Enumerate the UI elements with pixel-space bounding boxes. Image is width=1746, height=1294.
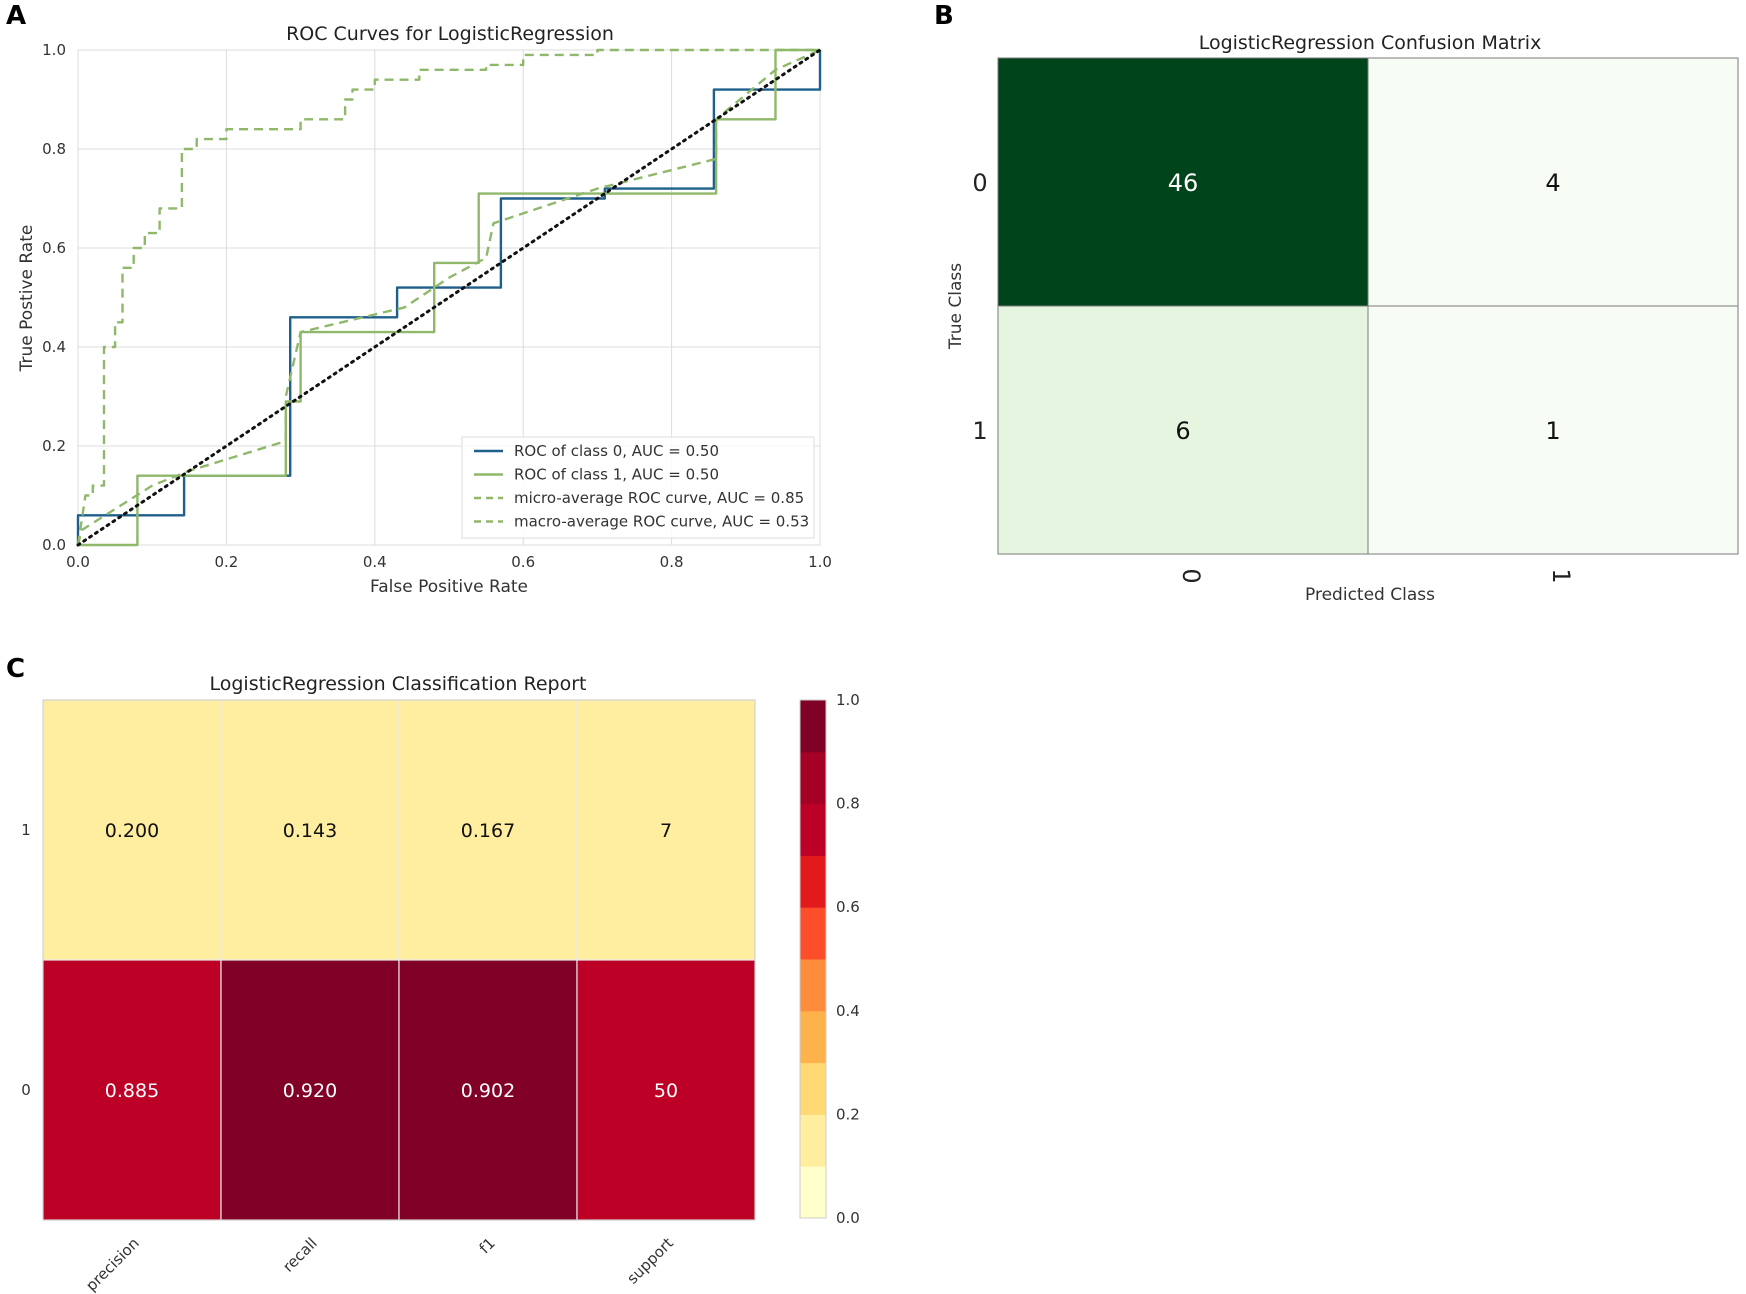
cr-colorbar-tick-label: 0.0 bbox=[836, 1209, 860, 1227]
cr-colorbar-segment bbox=[800, 1114, 826, 1167]
cr-colorbar-segment bbox=[800, 700, 826, 753]
roc-grid bbox=[77, 49, 821, 546]
cr-cell bbox=[42, 959, 222, 1221]
roc-y-tick-label: 1.0 bbox=[42, 41, 66, 59]
cm-tick-labels: 0 1 0 1 bbox=[972, 169, 1575, 584]
roc-series-line-2 bbox=[76, 48, 820, 546]
roc-y-tick-label: 0.2 bbox=[42, 437, 66, 455]
cr-colorbar-segment bbox=[800, 1010, 826, 1064]
panel-letter-b: B bbox=[934, 1, 954, 31]
cr-colorbar-segment bbox=[800, 907, 826, 960]
cr-cell bbox=[576, 699, 756, 961]
cr-cell-value: 0.167 bbox=[461, 820, 515, 842]
roc-y-tick-label: 0.0 bbox=[42, 536, 66, 554]
cm-cell-value: 1 bbox=[1545, 417, 1560, 445]
cm-cell bbox=[997, 305, 1369, 555]
cr-cell bbox=[220, 699, 400, 961]
roc-legend-box bbox=[461, 436, 815, 539]
cr-row-label: 1 bbox=[21, 821, 31, 839]
cr-colorbar: 0.0 0.2 0.4 0.6 0.8 1.0 bbox=[799, 691, 860, 1227]
roc-legend-label: micro-average ROC curve, AUC = 0.85 bbox=[514, 489, 804, 507]
cm-cell bbox=[1367, 57, 1739, 307]
roc-legend: ROC of class 0, AUC = 0.50 ROC of class 1… bbox=[461, 436, 815, 539]
cr-colorbar-frame bbox=[799, 699, 827, 1219]
cr-colorbar-segment bbox=[800, 1062, 826, 1115]
cm-row-label: 1 bbox=[972, 417, 987, 445]
cr-col-label: precision bbox=[82, 1234, 143, 1294]
cm-row-label: 0 bbox=[972, 169, 987, 197]
cr-colorbar-tick-label: 0.4 bbox=[836, 1002, 860, 1020]
cr-cell-value: 0.143 bbox=[283, 820, 337, 842]
cm-col-label: 1 bbox=[1547, 568, 1575, 583]
cr-cell bbox=[398, 699, 578, 961]
cr-col-label: recall bbox=[279, 1234, 321, 1276]
roc-legend-label: ROC of class 1, AUC = 0.50 bbox=[514, 466, 719, 484]
roc-series-line-0 bbox=[76, 50, 822, 545]
cr-cell-value: 0.902 bbox=[461, 1080, 515, 1102]
cm-cell bbox=[1367, 305, 1739, 555]
cm-cells: 46 46 1 bbox=[997, 57, 1739, 555]
cr-cell-value: 7 bbox=[660, 820, 672, 842]
cr-row-label: 0 bbox=[21, 1081, 31, 1099]
cr-col-label: f1 bbox=[476, 1234, 499, 1257]
cr-cell bbox=[576, 959, 756, 1221]
cr-colorbar-tick-label: 0.8 bbox=[836, 795, 860, 813]
panel-letter-c: C bbox=[6, 654, 25, 684]
cm-ylabel: True Class bbox=[946, 263, 966, 350]
cr-colorbar-segment bbox=[800, 959, 826, 1012]
roc-ylabel: True Postive Rate bbox=[17, 225, 37, 373]
cr-colorbar-tick-label: 0.6 bbox=[836, 898, 860, 916]
cr-frame bbox=[42, 699, 756, 1221]
roc-x-tick-label: 1.0 bbox=[808, 553, 832, 571]
roc-ticks: 0.0 0.2 0.4 0.6 0.8 1.0 0.0 0.2 0.4 0.6 0.8 1.0 bbox=[42, 41, 832, 571]
roc-lines bbox=[76, 48, 822, 547]
cr-cell bbox=[220, 959, 400, 1221]
roc-x-tick-label: 0.4 bbox=[363, 553, 387, 571]
roc-chart-title: ROC Curves for LogisticRegression bbox=[286, 23, 614, 45]
cr-cell-value: 50 bbox=[654, 1080, 678, 1102]
roc-xlabel: False Positive Rate bbox=[370, 577, 528, 597]
cm-cell-value: 46 bbox=[1168, 169, 1199, 197]
cr-colorbar-tick-label: 0.2 bbox=[836, 1105, 860, 1123]
cm-xlabel: Predicted Class bbox=[1305, 585, 1435, 605]
cr-cell-value: 0.200 bbox=[105, 820, 159, 842]
roc-y-tick-label: 0.6 bbox=[42, 239, 66, 257]
roc-x-tick-label: 0.0 bbox=[66, 553, 90, 571]
cr-colorbar-tick-label: 1.0 bbox=[836, 691, 860, 709]
panel-letter-a: A bbox=[6, 1, 26, 31]
cr-colorbar-segment bbox=[800, 751, 826, 805]
roc-legend-label: macro-average ROC curve, AUC = 0.53 bbox=[514, 513, 809, 531]
cr-colorbar-segment bbox=[800, 855, 826, 908]
roc-y-tick-label: 0.8 bbox=[42, 140, 66, 158]
roc-x-tick-label: 0.8 bbox=[660, 553, 684, 571]
panel-b-confusion-matrix: B LogisticRegression Confusion Matrix 46… bbox=[934, 1, 1739, 605]
panel-c-classification-report: C LogisticRegression Classification Repo… bbox=[6, 654, 860, 1294]
cr-cell-value: 0.920 bbox=[283, 1080, 337, 1102]
roc-legend-label: ROC of class 0, AUC = 0.50 bbox=[514, 442, 719, 460]
panel-a-roc-chart: A ROC Curves for LogisticRegression 0.0 0… bbox=[6, 1, 832, 597]
cr-cells: 0.200 0.143 0.167 7 0.885 0.920 0.902 50 bbox=[42, 699, 756, 1221]
cm-title: LogisticRegression Confusion Matrix bbox=[1199, 32, 1542, 54]
cr-cell bbox=[42, 699, 222, 961]
cr-cell-value: 0.885 bbox=[105, 1080, 159, 1102]
roc-series-line-4 bbox=[76, 48, 822, 547]
roc-x-tick-label: 0.2 bbox=[214, 553, 238, 571]
cr-colorbar-segment bbox=[800, 1166, 826, 1219]
cm-cell-value: 6 bbox=[1175, 417, 1190, 445]
cm-cell-value: 4 bbox=[1545, 169, 1560, 197]
roc-series-line-1 bbox=[78, 48, 820, 547]
cr-colorbar-segment bbox=[800, 803, 826, 856]
roc-y-tick-label: 0.4 bbox=[42, 338, 66, 356]
cr-title: LogisticRegression Classification Report bbox=[210, 673, 587, 695]
roc-x-tick-label: 0.6 bbox=[511, 553, 535, 571]
cm-col-label: 0 bbox=[1177, 568, 1205, 583]
cr-col-label: support bbox=[623, 1234, 677, 1288]
roc-series-line-3 bbox=[76, 48, 821, 546]
cm-cell bbox=[997, 57, 1369, 307]
